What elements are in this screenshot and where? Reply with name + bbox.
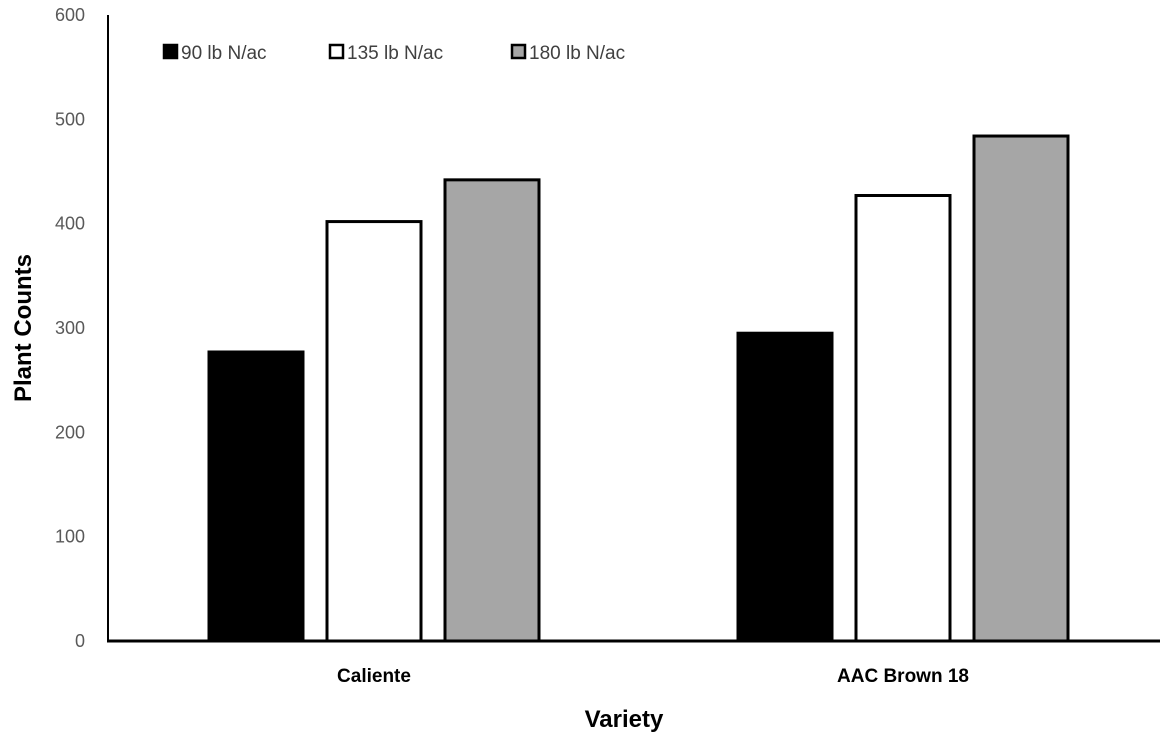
legend: 90 lb N/ac 135 lb N/ac 180 lb N/ac <box>162 43 625 64</box>
legend-swatch <box>162 43 179 60</box>
y-tick-label: 300 <box>55 318 85 338</box>
category-label: Caliente <box>337 666 411 687</box>
bar <box>972 134 1070 643</box>
y-axis-title: Plant Counts <box>10 254 37 402</box>
legend-label: 135 lb N/ac <box>347 43 443 64</box>
x-axis-title: Variety <box>585 706 664 733</box>
bar <box>325 220 423 643</box>
bars <box>207 134 1070 643</box>
bar <box>854 193 952 643</box>
y-tick-label: 500 <box>55 109 85 129</box>
y-tick-label: 600 <box>55 5 85 25</box>
y-tick-label: 100 <box>55 527 85 547</box>
legend-swatch <box>328 43 345 60</box>
legend-swatch <box>510 43 527 60</box>
bar <box>736 331 834 643</box>
category-label: AAC Brown 18 <box>837 666 969 687</box>
bar <box>443 178 541 643</box>
bar <box>207 350 305 643</box>
y-tick-label: 0 <box>75 631 85 651</box>
y-tick-label: 200 <box>55 422 85 442</box>
y-axis-ticks: 0 100 200 300 400 500 600 <box>55 5 85 651</box>
legend-label: 90 lb N/ac <box>181 43 267 64</box>
legend-label: 180 lb N/ac <box>529 43 625 64</box>
y-tick-label: 400 <box>55 214 85 234</box>
x-axis-labels: Caliente AAC Brown 18 <box>337 666 969 687</box>
